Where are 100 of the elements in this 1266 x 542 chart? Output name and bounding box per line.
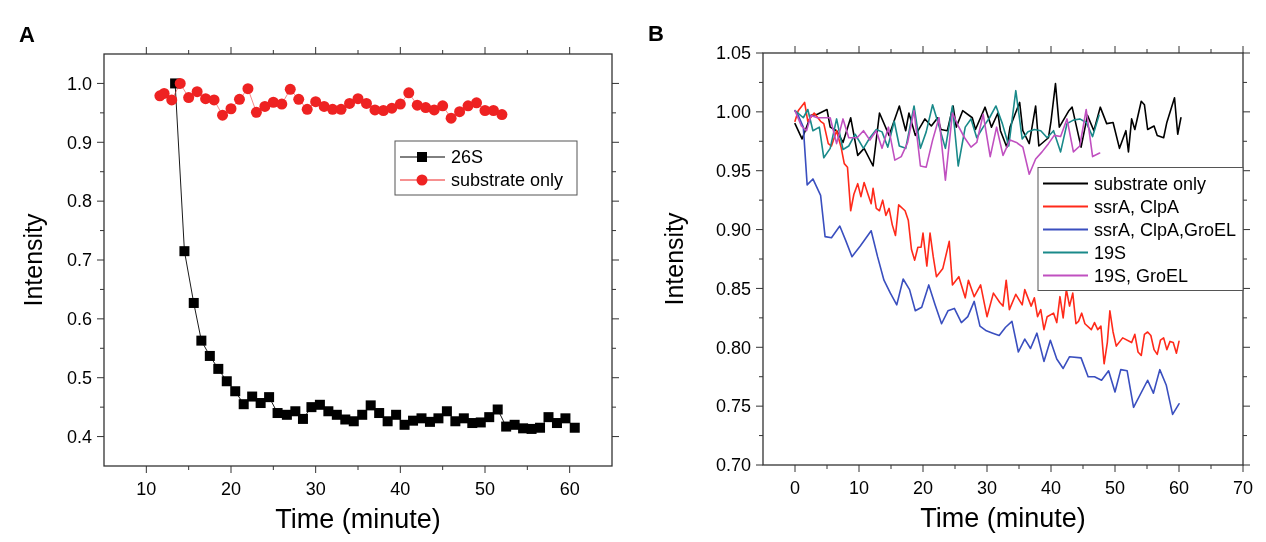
point [272,408,283,419]
y-axis-title: Intensity [660,211,688,306]
point [348,416,359,427]
x-tick-label: 20 [912,478,934,498]
point [297,413,308,424]
x-tick-label: 50 [474,479,496,499]
y-tick-label: 0.95 [715,161,751,182]
point [560,413,571,424]
point [386,102,398,114]
point [264,392,275,403]
line-series [794,89,1100,167]
point [158,87,170,99]
point [174,77,186,89]
point [420,102,432,114]
point [306,402,317,413]
y-axis-title: Intensity [19,212,47,307]
point [454,106,466,118]
point [293,93,305,105]
point [284,83,296,95]
legend-label: substrate only [1094,173,1207,194]
point [458,413,469,424]
point [569,422,580,433]
point [551,418,562,429]
y-tick-label: 1.05 [715,43,751,64]
point [259,100,271,112]
x-tick-label: 10 [136,479,157,499]
legend-label: substrate only [451,170,564,191]
point [450,416,461,427]
point [365,400,376,411]
point [230,386,241,397]
point [225,103,237,115]
point [374,408,385,419]
point [250,106,262,118]
x-tick-label: 0 [789,478,801,498]
x-tick-label: 50 [1104,478,1126,498]
point [191,86,203,98]
x-tick-label: 10 [848,478,870,498]
point [323,406,334,417]
point [518,423,529,434]
point [467,418,478,429]
point [290,406,301,417]
point [247,391,258,402]
point [188,297,199,308]
point [340,414,351,425]
y-tick-label: 0.7 [66,250,92,271]
x-tick-label: 30 [305,479,326,499]
point [276,98,288,110]
x-tick-label: 20 [220,479,242,499]
point [445,112,457,124]
legend-label: 19S [1094,242,1127,263]
point [394,98,406,110]
y-tick-label: 0.6 [66,309,92,330]
point [492,404,503,415]
point [382,416,393,427]
y-tick-label: 1.0 [66,73,92,94]
x-tick-label: 60 [1168,478,1190,498]
point [484,412,495,423]
chart-title: A [19,22,35,47]
y-tick-label: 1.00 [715,102,751,123]
point [391,409,402,420]
y-tick-label: 0.70 [715,455,751,476]
point [179,246,190,257]
y-tick-label: 0.80 [715,337,751,358]
point [204,350,215,361]
y-tick-label: 0.8 [66,191,92,212]
x-axis-title: Time (minute) [275,504,441,534]
point [403,87,415,99]
legend-label: 26S [451,147,484,168]
point [501,421,512,432]
point [475,417,486,428]
point [183,92,195,104]
x-tick-label: 30 [976,478,998,498]
point [535,422,546,433]
legend-label: ssrA, ClpA [1094,196,1180,217]
point [471,97,483,109]
line-series [794,82,1182,167]
point [233,93,245,105]
y-tick-label: 0.5 [66,368,92,389]
x-tick-label: 40 [390,479,411,499]
point [344,97,356,109]
point [352,93,364,105]
point [208,94,220,106]
point [357,409,368,420]
point [437,100,449,112]
point [441,406,452,417]
legend-label: 19S, GroEL [1094,265,1189,286]
point [433,413,444,424]
point [242,83,254,95]
point [360,97,372,109]
point [428,104,440,116]
point [496,109,508,121]
y-tick-label: 0.9 [66,132,92,153]
point [314,399,325,410]
legend-label: ssrA, ClpA,GroEL [1094,219,1237,240]
x-tick-label: 40 [1040,478,1062,498]
point [196,335,207,346]
point [335,103,347,115]
y-tick-label: 0.4 [66,426,92,447]
point [166,94,178,106]
y-tick-label: 0.85 [715,278,751,299]
